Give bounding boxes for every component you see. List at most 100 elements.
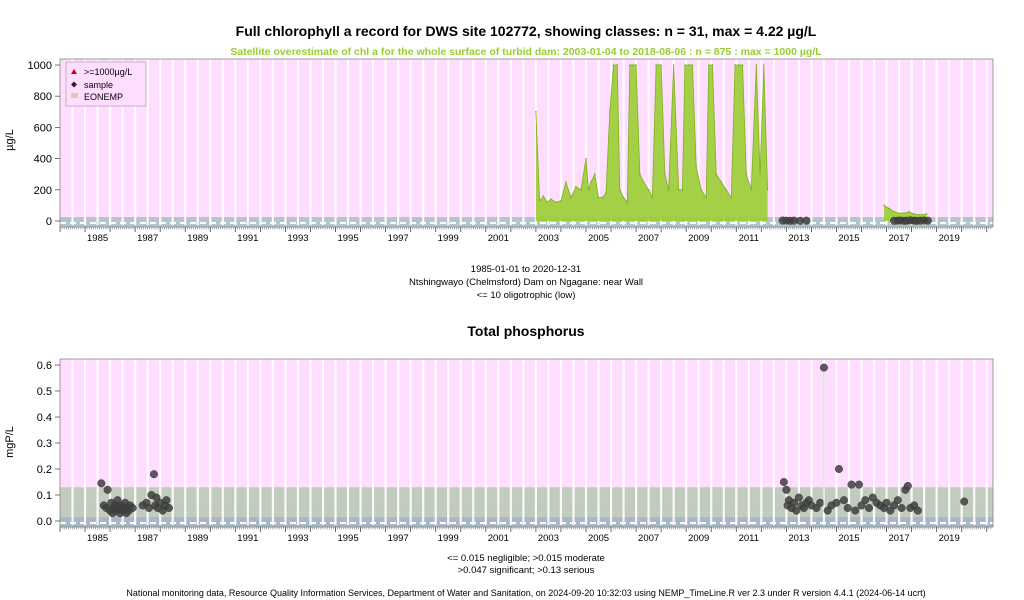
eonemp-point (745, 173, 748, 175)
eonemp-point (888, 207, 890, 210)
chl-xtick-label: 2007 (638, 233, 659, 244)
eonemp-point (647, 189, 650, 191)
eonemp-point (737, 64, 740, 66)
eonemp-point (580, 189, 582, 191)
eonemp-point (555, 201, 557, 204)
tp-xtick-label: 1985 (87, 533, 108, 544)
chl-note-class: <= 10 oligotrophic (low) (477, 290, 576, 301)
tp-sample-point (851, 506, 860, 515)
tp-xtick-label: 2019 (939, 533, 960, 544)
tp-sample-point (843, 504, 852, 513)
chl-ytick-label: 400 (34, 154, 52, 166)
tp-sample-point (960, 497, 969, 506)
chl-series (535, 64, 932, 225)
tp-note-classes-1: <= 0.015 negligible; >0.015 moderate (447, 553, 605, 564)
chl-xtick-label: 2001 (488, 233, 509, 244)
tp-sample-point (792, 506, 801, 515)
chl-ytick-label: 1000 (28, 60, 52, 72)
tp-background (60, 359, 993, 527)
eonemp-point (715, 173, 718, 175)
chl-x-axis: 1985 1987 1989 1991 1993 1995 1997 1999 2001 2003… (59, 227, 992, 244)
chl-xtick-label: 2013 (788, 233, 809, 244)
tp-gridlines (60, 359, 993, 525)
chl-subtitle: Satellite overestimate of chl a for the … (230, 46, 822, 58)
eonemp-point (546, 201, 548, 204)
tp-sample-point (819, 363, 828, 372)
eonemp-point (619, 189, 621, 191)
tp-xtick-label: 2005 (588, 533, 609, 544)
tp-sample-point (794, 493, 803, 502)
eonemp-point (612, 64, 615, 66)
eonemp-point (538, 199, 541, 202)
tp-series (97, 363, 969, 518)
tp-xtick-label: 1997 (388, 533, 409, 544)
tp-sample-point (847, 480, 856, 489)
eonemp-point (631, 64, 634, 66)
eonemp-area-0 (535, 65, 768, 221)
eonemp-point (597, 196, 600, 199)
tp-sample-point (128, 504, 137, 513)
chl-xtick-label: 2015 (838, 233, 859, 244)
tp-xtick-label: 2011 (739, 533, 759, 544)
eonemp-point (570, 196, 572, 199)
chl-title: Full chlorophyll a record for DWS site 1… (236, 23, 817, 39)
tp-ytick-label: 0.4 (37, 412, 52, 424)
tp-ylabel: mgP/L (4, 426, 16, 458)
tp-sample-point (789, 498, 798, 507)
chl-xtick-label: 1995 (337, 233, 358, 244)
eonemp-point (720, 181, 723, 183)
eonemp-point (763, 64, 765, 66)
tp-sample-point (893, 496, 902, 505)
eonemp-point (925, 213, 928, 215)
tp-note-classes-2: >0.047 significant; >0.13 serious (458, 565, 595, 576)
tp-sample-point (816, 498, 825, 507)
eonemp-point (667, 189, 670, 191)
eonemp-line-0 (535, 64, 768, 204)
eonemp-point (651, 196, 654, 199)
eonemp-legend-swatch (71, 93, 78, 98)
eonemp-point (655, 64, 657, 66)
tp-y-axis: 0.0 0.1 0.2 0.3 0.4 0.5 0.6 (37, 360, 60, 528)
eonemp-point (711, 64, 714, 66)
tp-ytick-label: 0.1 (37, 490, 52, 502)
tp-ytick-label: 0.3 (37, 438, 52, 450)
tp-xtick-label: 1993 (287, 533, 308, 544)
tp-xtick-label: 2017 (889, 533, 910, 544)
chl-xtick-label: 2003 (538, 233, 559, 244)
chl-xtick-label: 1989 (187, 233, 208, 244)
chl-xtick-label: 2011 (739, 233, 759, 244)
eonemp-point (642, 181, 645, 183)
eonemp-point (883, 204, 885, 207)
exceed-legend-marker (71, 69, 77, 74)
eonemp-point (535, 111, 537, 113)
chl-xtick-label: 1999 (438, 233, 459, 244)
eonemp-point (903, 212, 905, 214)
eonemp-point (664, 173, 666, 175)
chl-legend-box (65, 61, 147, 107)
chl-sample-point (923, 216, 932, 225)
eonemp-point (725, 189, 728, 191)
chl-band-oligotrophic (60, 217, 993, 227)
eonemp-point (601, 196, 604, 199)
chl-xtick-label: 2009 (688, 233, 709, 244)
tp-ytick-label: 0.5 (37, 386, 52, 398)
eonemp-point (585, 157, 587, 160)
sample-legend-marker (71, 81, 77, 88)
eonemp-point (687, 64, 690, 66)
eonemp-point (565, 181, 567, 183)
tp-sample-point (913, 506, 922, 515)
tp-sample-point (865, 504, 874, 513)
eonemp-point (913, 213, 915, 215)
eonemp-point (542, 195, 545, 197)
tp-sample-point (779, 478, 788, 487)
eonemp-point (908, 210, 910, 213)
eonemp-point (677, 189, 680, 191)
tp-xtick-label: 2015 (838, 533, 859, 544)
tp-band-negligible (60, 517, 993, 527)
eonemp-point (587, 189, 590, 191)
tp-ytick-label: 0.2 (37, 464, 52, 476)
eonemp-point (730, 196, 733, 199)
chl-ytick-label: 200 (34, 185, 52, 197)
legend-label-sample: sample (84, 80, 113, 90)
chl-xtick-label: 1997 (388, 233, 409, 244)
